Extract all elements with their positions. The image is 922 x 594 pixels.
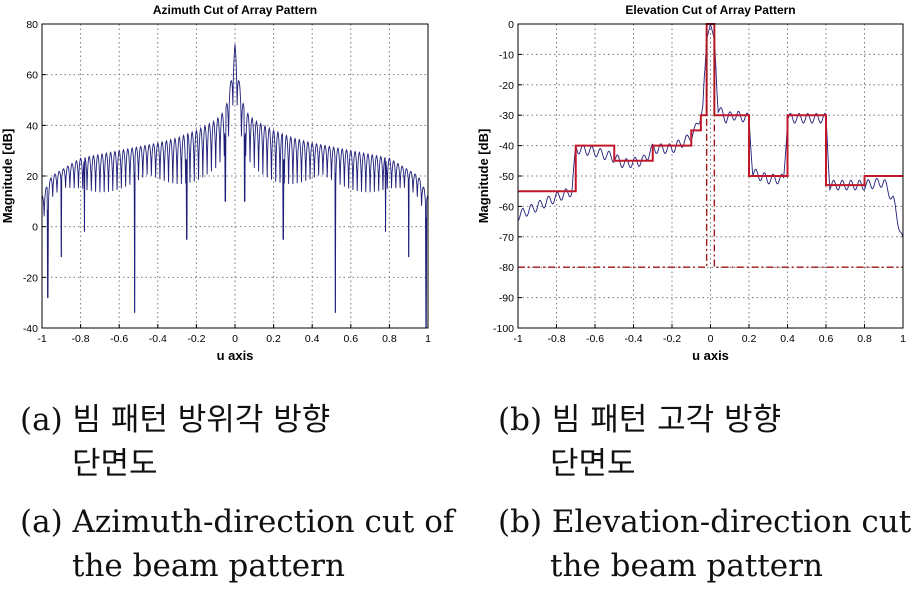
caption-b-korean-line2: 단면도 — [550, 446, 636, 482]
y-tick-label: -60 — [499, 201, 514, 213]
y-axis-label: Magnitude [dB] — [476, 129, 491, 224]
caption-b-korean-line1: (b) 빔 패턴 고각 방향 — [498, 402, 782, 438]
caption-b-english-line1: (b) Elevation-direction cut of — [498, 504, 922, 540]
y-tick-label: -50 — [499, 171, 514, 183]
y-axis-label: Magnitude [dB] — [0, 129, 15, 224]
x-tick-label: 0.8 — [382, 333, 397, 345]
y-tick-label: -70 — [499, 232, 514, 244]
x-tick-label: 0.4 — [305, 333, 320, 345]
x-axis-label: u axis — [217, 348, 254, 363]
y-tick-label: 20 — [26, 171, 38, 183]
y-tick-label: 0 — [508, 19, 514, 31]
plot-frame — [517, 23, 904, 329]
plot-frame — [41, 23, 429, 329]
y-tick-label: -40 — [23, 323, 38, 335]
x-axis-label: u axis — [692, 348, 729, 363]
x-tick-label: -0.8 — [547, 333, 565, 345]
x-tick-label: 0.2 — [266, 333, 281, 345]
y-tick-label: -20 — [23, 272, 38, 284]
x-tick-label: -1 — [513, 333, 522, 345]
series-azimuth-pattern — [41, 44, 429, 329]
x-tick-label: 0 — [232, 333, 238, 345]
y-tick-label: 40 — [26, 120, 38, 132]
caption-a-english-line1: (a) Azimuth-direction cut of — [20, 504, 455, 540]
caption-b-korean: (b) 빔 패턴 고각 방향 단면도 — [498, 398, 781, 486]
y-tick-label: -100 — [493, 323, 514, 335]
chart-title: Azimuth Cut of Array Pattern — [153, 3, 317, 17]
x-tick-label: 0.6 — [819, 333, 834, 345]
x-tick-label: -0.4 — [149, 333, 167, 345]
x-tick-label: 0 — [708, 333, 714, 345]
x-tick-label: -0.6 — [110, 333, 128, 345]
x-tick-label: -0.2 — [663, 333, 681, 345]
y-tick-label: -40 — [499, 141, 514, 153]
figure: -1 -0.8 -0.6 -0.4 -0.2 0 0.2 0.4 0.6 0.8 1 -40 -20 0 2… — [0, 3, 906, 363]
y-tick-label: 80 — [26, 19, 38, 31]
caption-a-english: (a) Azimuth-direction cut of the beam pa… — [20, 500, 454, 588]
x-tick-label: 0.2 — [742, 333, 757, 345]
y-tick-label: -20 — [499, 80, 514, 92]
y-tick-label: 0 — [32, 222, 38, 234]
caption-a-korean-line2: 단면도 — [72, 446, 158, 482]
y-tick-label: -30 — [499, 110, 514, 122]
caption-a-korean: (a) 빔 패턴 방위각 방향 단면도 — [20, 398, 330, 486]
chart-title: Elevation Cut of Array Pattern — [625, 3, 795, 17]
x-tick-label: -0.8 — [72, 333, 90, 345]
x-tick-label: 0.4 — [780, 333, 795, 345]
caption-a-korean-line1: (a) 빔 패턴 방위각 방향 — [20, 402, 331, 438]
y-tick-label: -80 — [499, 262, 514, 274]
chart-azimuth: -1 -0.8 -0.6 -0.4 -0.2 0 0.2 0.4 0.6 0.8 1 -40 -20 0 2… — [0, 3, 431, 363]
y-tick-label: -10 — [499, 49, 514, 61]
x-tick-label: 1 — [425, 333, 431, 345]
x-tick-label: 0.6 — [343, 333, 358, 345]
caption-a-english-line2: the beam pattern — [72, 548, 345, 584]
x-tick-label: -0.2 — [187, 333, 205, 345]
chart-elevation: -1 -0.8 -0.6 -0.4 -0.2 0 0.2 0.4 0.6 0.8 1-100-90-… — [476, 3, 906, 363]
x-tick-label: -0.4 — [624, 333, 642, 345]
y-tick-label: 60 — [26, 70, 38, 82]
x-tick-label: 0.8 — [857, 333, 872, 345]
x-tick-label: -1 — [37, 333, 46, 345]
x-tick-label: -0.6 — [586, 333, 604, 345]
caption-b-english: (b) Elevation-direction cut of the beam … — [498, 500, 922, 588]
caption-b-english-line2: the beam pattern — [550, 548, 823, 584]
x-tick-label: 1 — [900, 333, 906, 345]
y-tick-label: -90 — [499, 293, 514, 305]
